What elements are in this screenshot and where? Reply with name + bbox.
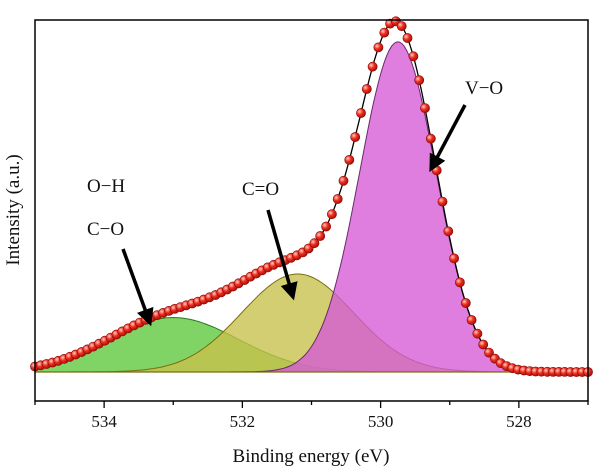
x-tick-label: 530: [368, 412, 394, 431]
data-point: [402, 33, 413, 43]
x-axis-title: Binding energy (eV): [233, 446, 390, 467]
annotation-c-double-o: C=O: [242, 179, 279, 200]
data-point: [443, 226, 454, 237]
data-point: [396, 21, 407, 31]
data-point: [408, 51, 419, 62]
x-tick-label: 534: [91, 412, 117, 431]
data-point: [332, 194, 343, 204]
data-point: [460, 298, 471, 308]
x-axis-ticks: 534 532 530 528: [34, 401, 589, 431]
data-point: [326, 209, 337, 220]
annotation-o-h: O−H: [87, 176, 125, 197]
data-point: [420, 103, 430, 113]
data-point: [437, 196, 448, 207]
data-point: [425, 133, 436, 144]
data-point: [373, 42, 384, 53]
data-point: [338, 175, 349, 186]
annotation-v-o: V−O: [465, 78, 503, 99]
data-point: [309, 238, 320, 249]
y-axis-title: Intensity (a.u.): [3, 154, 24, 265]
x-tick-label: 528: [506, 412, 532, 431]
data-point: [449, 253, 459, 264]
annotation-c-o: C−O: [87, 219, 124, 240]
data-point: [315, 231, 326, 241]
data-point: [350, 132, 361, 142]
data-point: [361, 84, 372, 94]
x-tick-label: 532: [230, 412, 256, 431]
arrow-c-double-o: [266, 209, 298, 301]
raw-data-markers: [30, 16, 593, 377]
data-point: [466, 315, 477, 325]
arrow-v-o: [429, 104, 467, 173]
data-point: [472, 328, 483, 339]
data-point: [356, 108, 366, 118]
data-point: [414, 75, 425, 86]
data-point: [484, 347, 494, 358]
data-point: [367, 61, 378, 72]
data-point: [321, 221, 331, 232]
data-point: [454, 277, 465, 288]
data-point: [379, 27, 390, 38]
data-point: [478, 339, 489, 350]
arrow-c-o: [121, 248, 154, 327]
peak-components: [34, 41, 588, 373]
data-point: [344, 154, 355, 165]
